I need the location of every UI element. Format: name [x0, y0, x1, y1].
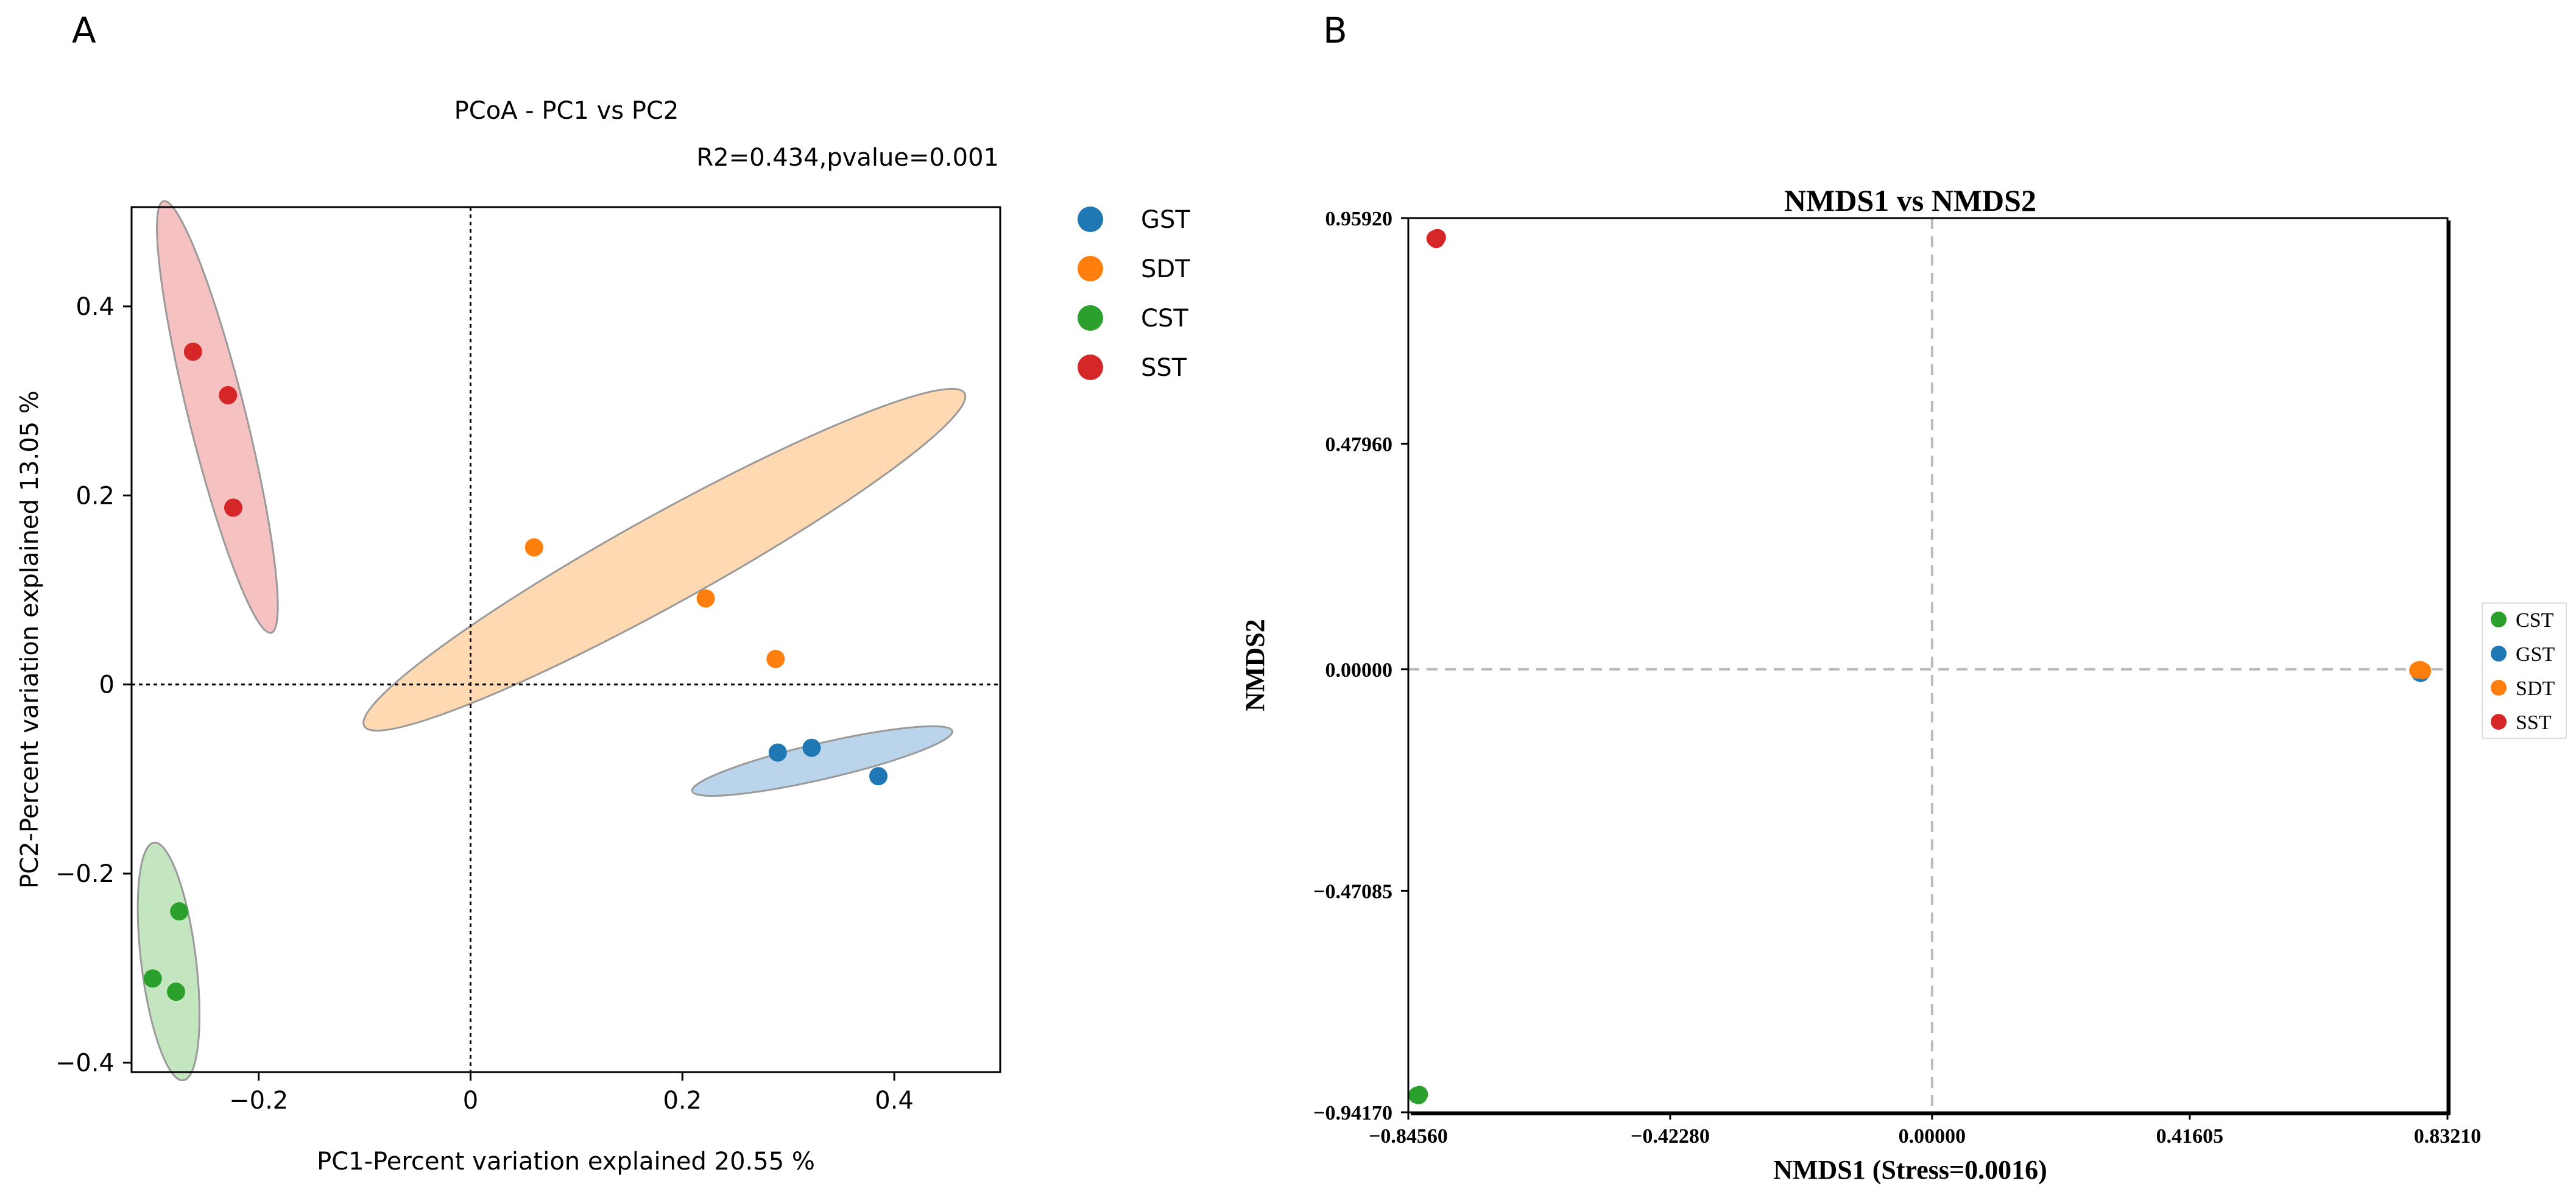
pcoa-x-tick-label: −0.2	[229, 1087, 288, 1115]
pcoa-chart: PCoA - PC1 vs PC2 R2=0.434,pvalue=0.001 …	[16, 97, 1190, 1176]
nmds-legend-marker-gst	[2491, 646, 2507, 662]
nmds-points	[1408, 228, 2432, 1104]
pcoa-reference-lines	[132, 207, 1000, 1072]
nmds-legend-marker-sdt	[2491, 680, 2507, 696]
nmds-y-tick-label: 0.47960	[1325, 433, 1393, 456]
nmds-x-tick-label: 0.83210	[2414, 1125, 2482, 1148]
nmds-y-tick-label: 0.95920	[1325, 208, 1393, 230]
pcoa-plot-frame	[130, 206, 1001, 1073]
nmds-x-tick-label: 0.41605	[2156, 1125, 2224, 1148]
pcoa-y-tick-label: 0.4	[76, 293, 115, 321]
pcoa-point-sdt	[766, 649, 785, 668]
pcoa-x-tick-label: 0.4	[875, 1087, 914, 1115]
nmds-point-sdt	[2414, 662, 2432, 680]
pcoa-legend: GST SDT CST SST	[1078, 206, 1190, 382]
nmds-legend-label-sdt: SDT	[2516, 677, 2555, 700]
nmds-x-tick-label: −0.84560	[1369, 1125, 1448, 1148]
nmds-y-axis-ticks: −0.94170 −0.47085 0.00000 0.47960 0.95920	[1313, 208, 1408, 1124]
nmds-legend-label-sst: SST	[2516, 711, 2552, 734]
pcoa-ellipse-sst	[156, 200, 279, 634]
nmds-x-tick-label: −0.42280	[1631, 1125, 1710, 1148]
pcoa-legend-marker-sst	[1078, 355, 1103, 380]
pcoa-ellipse-gst	[691, 725, 953, 797]
nmds-x-axis-label: NMDS1 (Stress=0.0016)	[1773, 1155, 2047, 1185]
nmds-y-tick-label: 0.00000	[1325, 659, 1393, 682]
panel-label-a: A	[72, 10, 96, 51]
pcoa-point-cst	[170, 902, 189, 921]
nmds-x-axis-ticks: −0.84560 −0.42280 0.00000 0.41605 0.83210	[1369, 1112, 2481, 1148]
pcoa-point-sst	[219, 386, 238, 404]
nmds-plot-frame	[1407, 217, 2449, 1114]
nmds-legend-label-gst: GST	[2516, 643, 2555, 666]
pcoa-point-sdt	[696, 589, 715, 608]
pcoa-point-gst	[869, 767, 888, 786]
pcoa-x-tick-label: 0.2	[663, 1087, 702, 1115]
pcoa-legend-label-gst: GST	[1141, 206, 1190, 234]
pcoa-point-sdt	[524, 538, 543, 557]
pcoa-legend-label-sdt: SDT	[1141, 255, 1190, 283]
nmds-x-tick-label: 0.00000	[1899, 1125, 1966, 1148]
pcoa-ellipse-cst	[136, 841, 201, 1082]
pcoa-y-axis-ticks: −0.4 −0.2 0 0.2 0.4	[55, 293, 132, 1077]
pcoa-x-axis-label: PC1-Percent variation explained 20.55 %	[317, 1148, 815, 1176]
pcoa-ellipses	[136, 200, 967, 1082]
pcoa-point-cst	[143, 969, 162, 988]
nmds-y-tick-label: −0.47085	[1313, 880, 1392, 903]
nmds-legend: CST GST SDT SST	[2482, 602, 2567, 739]
panel-label-b: B	[1323, 10, 1347, 51]
pcoa-point-sst	[224, 498, 242, 517]
pcoa-x-tick-label: 0	[463, 1087, 478, 1115]
pcoa-point-gst	[802, 738, 821, 757]
pcoa-legend-marker-cst	[1078, 305, 1103, 331]
pcoa-ellipse-sdt	[362, 387, 967, 732]
pcoa-title: PCoA - PC1 vs PC2	[454, 97, 679, 125]
nmds-legend-marker-cst	[2491, 612, 2507, 627]
pcoa-points	[143, 342, 888, 1001]
pcoa-legend-label-sst: SST	[1141, 354, 1187, 382]
pcoa-legend-marker-sdt	[1078, 256, 1103, 281]
nmds-chart: NMDS1 vs NMDS2 −0.84560 −0.42280 0.00000 0.…	[1240, 183, 2567, 1185]
nmds-y-axis-label: NMDS2	[1240, 619, 1270, 711]
nmds-point-sst	[1427, 231, 1445, 249]
pcoa-y-tick-label: −0.2	[55, 860, 115, 888]
pcoa-point-gst	[768, 743, 787, 762]
nmds-legend-label-cst: CST	[2516, 609, 2554, 632]
pcoa-point-cst	[167, 983, 186, 1001]
pcoa-point-sst	[183, 342, 202, 361]
pcoa-y-tick-label: 0	[99, 671, 115, 699]
nmds-point-cst	[1410, 1087, 1427, 1104]
pcoa-stats-annotation: R2=0.434,pvalue=0.001	[696, 144, 999, 172]
pcoa-legend-label-cst: CST	[1141, 305, 1188, 333]
nmds-title: NMDS1 vs NMDS2	[1784, 183, 2036, 217]
pcoa-legend-marker-gst	[1078, 206, 1103, 232]
nmds-legend-marker-sst	[2491, 714, 2507, 730]
nmds-y-tick-label: −0.94170	[1313, 1102, 1392, 1124]
pcoa-y-axis-label: PC2-Percent variation explained 13.05 %	[16, 390, 44, 889]
pcoa-x-axis-ticks: −0.2 0 0.2 0.4	[229, 1072, 914, 1115]
pcoa-y-tick-label: 0.2	[76, 482, 115, 510]
pcoa-y-tick-label: −0.4	[55, 1049, 115, 1077]
nmds-reference-lines	[1408, 218, 2447, 1112]
